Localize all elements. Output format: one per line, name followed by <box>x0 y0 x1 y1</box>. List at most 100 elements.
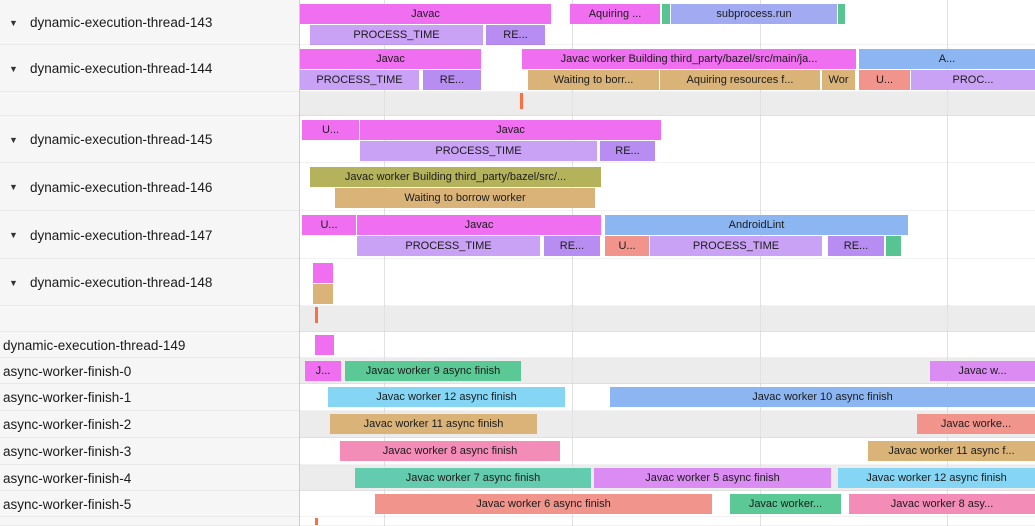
track-group: async-worker-finish-3 Javac worker 8 asyn… <box>0 438 1035 465</box>
trace-slice[interactable]: PROCESS_TIME <box>650 236 822 256</box>
gridline <box>947 116 948 163</box>
gridline <box>760 332 761 358</box>
trace-slice[interactable]: Javac <box>300 4 551 24</box>
track-label-cell-async-worker-finish-1[interactable]: async-worker-finish-1 <box>0 384 300 411</box>
trace-slice[interactable]: RE... <box>828 236 884 256</box>
trace-slice[interactable]: Javac worker 11 async finish <box>330 414 537 434</box>
track-name: dynamic-execution-thread-149 <box>3 337 186 353</box>
trace-slice[interactable]: Javac worke... <box>917 414 1035 434</box>
slice-label: Javac worker Building third_party/bazel/… <box>344 171 567 183</box>
gridline <box>572 259 573 306</box>
track-label-cell-dynamic-execution-thread-146[interactable]: ▼ dynamic-execution-thread-146 <box>0 163 300 211</box>
trace-slice[interactable]: Javac worker... <box>730 494 841 514</box>
track-group: ▼ dynamic-execution-thread-144 Javac Javac … <box>0 45 1035 92</box>
instant-event-tick[interactable] <box>315 307 318 323</box>
collapse-arrow-icon[interactable]: ▼ <box>9 277 18 288</box>
track-group: ▼ dynamic-execution-thread-147 U... Javac An… <box>0 211 1035 259</box>
track-label-cell-async-worker-finish-2[interactable]: async-worker-finish-2 <box>0 411 300 438</box>
trace-slice[interactable]: A... <box>859 49 1035 69</box>
trace-slice[interactable]: PROCESS_TIME <box>360 141 597 161</box>
trace-slice[interactable] <box>313 263 333 283</box>
track-name: dynamic-execution-thread-146 <box>30 179 213 195</box>
trace-slice[interactable]: AndroidLint <box>605 215 908 235</box>
instant-event-tick[interactable] <box>315 518 318 525</box>
trace-slice[interactable]: RE... <box>544 236 600 256</box>
trace-slice[interactable]: Aquiring resources f... <box>660 70 820 90</box>
gridline <box>572 438 573 465</box>
gridline <box>384 211 385 259</box>
gridline <box>947 92 948 116</box>
collapse-arrow-icon[interactable]: ▼ <box>9 134 18 145</box>
gridline <box>760 259 761 306</box>
gridline <box>760 92 761 116</box>
trace-slice[interactable]: PROCESS_TIME <box>310 25 483 45</box>
trace-slice[interactable]: U... <box>302 215 356 235</box>
trace-slice[interactable]: U... <box>302 120 359 140</box>
trace-slice[interactable]: U... <box>605 236 649 256</box>
trace-slice[interactable]: Javac w... <box>930 361 1035 381</box>
trace-slice[interactable] <box>662 4 670 24</box>
slice-label: PROC... <box>952 74 994 86</box>
trace-slice[interactable]: Javac <box>360 120 661 140</box>
trace-slice[interactable]: Javac worker 12 async finish <box>328 387 565 407</box>
trace-slice[interactable]: Waiting to borrow worker <box>335 188 595 208</box>
trace-slice[interactable]: RE... <box>600 141 655 161</box>
trace-slice[interactable]: Javac <box>357 215 601 235</box>
trace-slice[interactable]: Javac worker 8 async finish <box>340 441 560 461</box>
track-label-cell-async-worker-finish-0[interactable]: async-worker-finish-0 <box>0 358 300 384</box>
trace-slice[interactable]: U... <box>859 70 910 90</box>
track-label-cell-dynamic-execution-thread-149[interactable]: dynamic-execution-thread-149 <box>0 332 300 358</box>
track-label-cell-dynamic-execution-thread-144[interactable]: ▼ dynamic-execution-thread-144 <box>0 45 300 92</box>
trace-slice[interactable]: Javac worker 9 async finish <box>345 361 521 381</box>
trace-slice[interactable]: Javac worker Building third_party/bazel/… <box>310 167 601 187</box>
spacer-group <box>0 92 1035 116</box>
track-timeline <box>300 517 1035 526</box>
trace-slice[interactable] <box>886 236 901 256</box>
trace-slice[interactable]: Javac worker 11 async f... <box>868 441 1035 461</box>
track-name: async-worker-finish-5 <box>3 496 132 512</box>
trace-slice[interactable]: PROCESS_TIME <box>300 70 419 90</box>
trace-slice[interactable]: Javac worker 7 async finish <box>355 468 591 488</box>
trace-slice[interactable]: Javac worker 8 asy... <box>849 494 1035 514</box>
trace-slice[interactable]: RE... <box>486 25 545 45</box>
slice-label: subprocess.run <box>716 8 792 20</box>
trace-slice[interactable]: Waiting to borr... <box>528 70 659 90</box>
gridline <box>572 306 573 332</box>
trace-slice[interactable] <box>313 284 333 304</box>
track-label-cell-dynamic-execution-thread-148[interactable]: ▼ dynamic-execution-thread-148 <box>0 259 300 306</box>
track-label-cell-dynamic-execution-thread-143[interactable]: ▼ dynamic-execution-thread-143 <box>0 0 300 45</box>
trace-slice[interactable]: PROCESS_TIME <box>357 236 540 256</box>
trace-slice[interactable]: subprocess.run <box>671 4 837 24</box>
trace-slice[interactable]: Javac worker 6 async finish <box>375 494 712 514</box>
gridline <box>947 259 948 306</box>
instant-event-tick[interactable] <box>520 93 523 109</box>
slice-label: Javac worker 12 async finish <box>866 472 1007 484</box>
trace-slice[interactable]: J... <box>305 361 341 381</box>
trace-slice[interactable]: Javac worker 10 async finish <box>610 387 1035 407</box>
trace-slice[interactable]: Javac worker Building third_party/bazel/… <box>522 49 856 69</box>
trace-slice[interactable]: Javac worker 12 async finish <box>838 468 1035 488</box>
trace-slice[interactable]: Javac worker 5 async finish <box>594 468 831 488</box>
trace-slice[interactable]: Wor <box>822 70 855 90</box>
track-name: dynamic-execution-thread-148 <box>30 275 213 290</box>
track-label-cell-async-worker-finish-4[interactable]: async-worker-finish-4 <box>0 465 300 491</box>
trace-slice[interactable]: RE... <box>423 70 481 90</box>
trace-slice[interactable] <box>838 4 845 24</box>
track-label-cell-dynamic-execution-thread-145[interactable]: ▼ dynamic-execution-thread-145 <box>0 116 300 163</box>
slice-label: RE... <box>439 74 465 86</box>
gridline <box>572 332 573 358</box>
track-label-cell-dynamic-execution-thread-147[interactable]: ▼ dynamic-execution-thread-147 <box>0 211 300 259</box>
trace-slice[interactable] <box>315 335 334 355</box>
collapse-arrow-icon[interactable]: ▼ <box>9 182 18 192</box>
trace-slice[interactable]: PROC... <box>911 70 1035 90</box>
collapse-arrow-icon[interactable]: ▼ <box>9 230 18 240</box>
track-name: dynamic-execution-thread-144 <box>30 61 213 76</box>
track-label-cell-async-worker-finish-5[interactable]: async-worker-finish-5 <box>0 491 300 517</box>
collapse-arrow-icon[interactable]: ▼ <box>9 63 18 74</box>
collapse-arrow-icon[interactable]: ▼ <box>9 17 18 28</box>
gridline <box>572 358 573 384</box>
trace-slice[interactable]: Javac <box>300 49 481 69</box>
track-group: async-worker-finish-4 Javac worker 7 asyn… <box>0 465 1035 491</box>
trace-slice[interactable]: Aquiring ... <box>570 4 660 24</box>
track-label-cell-async-worker-finish-3[interactable]: async-worker-finish-3 <box>0 438 300 465</box>
